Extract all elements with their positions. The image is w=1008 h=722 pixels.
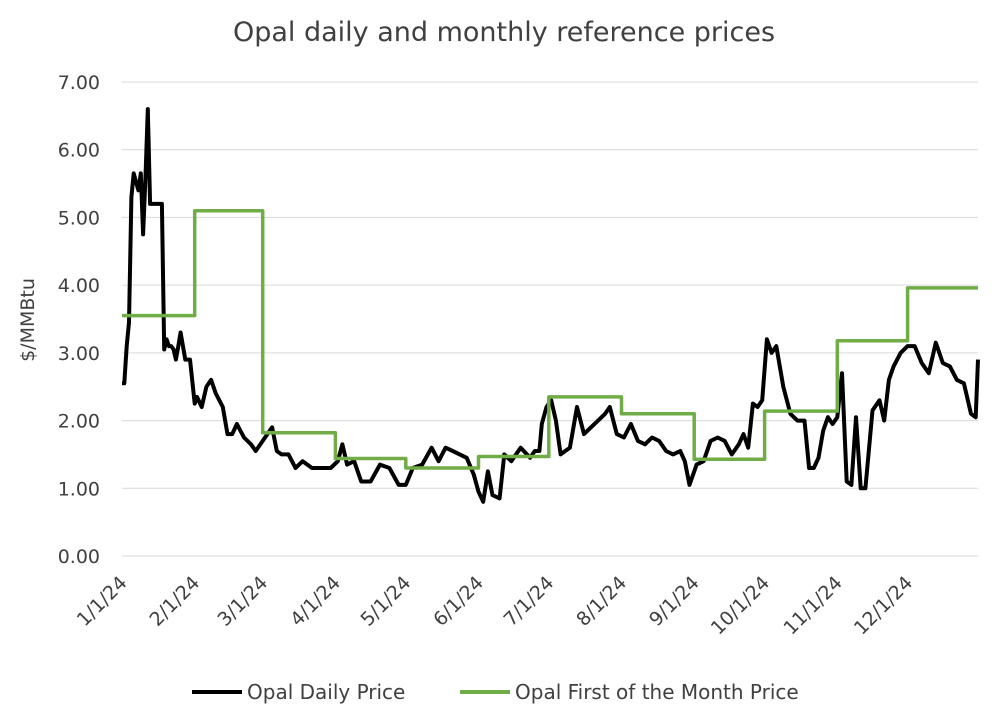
y-tick-label: 7.00 (58, 72, 100, 94)
x-tick-label: 10/1/24 (707, 572, 774, 639)
series-lines (122, 107, 980, 504)
y-tick-label: 2.00 (58, 411, 100, 433)
y-tick-labels: 0.00 1.00 2.00 3.00 4.00 5.00 6.00 7.00 (58, 72, 100, 568)
y-tick-label: 5.00 (58, 207, 100, 229)
chart-title: Opal daily and monthly reference prices (233, 17, 775, 48)
legend-label: Opal Daily Price (247, 680, 405, 704)
legend-label: Opal First of the Month Price (515, 680, 799, 704)
x-tick-label: 5/1/24 (357, 572, 416, 631)
y-tick-label: 3.00 (58, 343, 100, 365)
y-tick-label: 1.00 (58, 478, 100, 500)
y-tick-label: 0.00 (58, 546, 100, 568)
y-tick-label: 4.00 (58, 275, 100, 297)
x-tick-label: 2/1/24 (145, 572, 204, 631)
first-of-month-price-line (122, 208, 978, 470)
x-tick-label: 11/1/24 (779, 572, 846, 639)
x-tick-label: 6/1/24 (429, 572, 488, 631)
x-tick-label: 7/1/24 (500, 572, 559, 631)
legend: Opal Daily Price Opal First of the Month … (192, 680, 799, 704)
x-tick-label: 3/1/24 (213, 572, 272, 631)
x-tick-label: 9/1/24 (645, 572, 704, 631)
x-tick-label: 8/1/24 (572, 572, 631, 631)
x-tick-label: 1/1/24 (73, 572, 132, 631)
x-tick-labels: 1/1/24 2/1/24 3/1/24 4/1/24 5/1/24 6/1/24 7/1/… (73, 572, 917, 639)
x-tick-label: 12/1/24 (850, 572, 917, 639)
y-axis-label: $/MMBtu (17, 278, 39, 362)
daily-price-line (122, 107, 980, 504)
x-tick-label: 4/1/24 (286, 572, 345, 631)
y-tick-label: 6.00 (58, 140, 100, 162)
